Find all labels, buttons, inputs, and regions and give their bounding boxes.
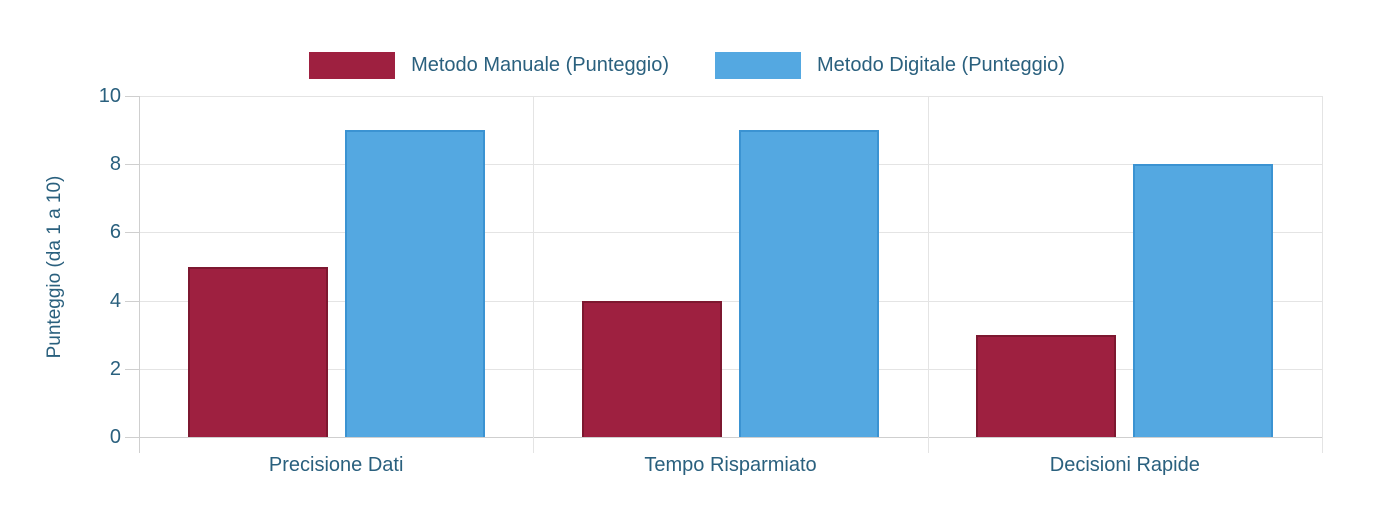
gridline-y-4 [139, 300, 1322, 302]
y-tick-mark-0 [125, 437, 139, 438]
legend-label-0: Metodo Manuale (Punteggio) [411, 54, 670, 76]
x-axis-label-2: Decisioni Rapide [1049, 454, 1200, 476]
legend-label-1: Metodo Digitale (Punteggio) [817, 54, 1065, 76]
bar-metodo-digitale-punteggio-2 [1133, 164, 1274, 437]
y-tick-label: 6 [109, 221, 121, 244]
bar-metodo-manuale-punteggio-0 [187, 266, 328, 437]
y-tick-label: 2 [109, 357, 121, 380]
gridline-y-6 [139, 232, 1322, 234]
y-tick-mark-6 [125, 232, 139, 234]
gridline-y-2 [139, 368, 1322, 370]
bar-metodo-manuale-punteggio-2 [976, 334, 1117, 437]
legend-item-1: Metodo Digitale (Punteggio) [715, 52, 1065, 79]
y-tick-mark-8 [125, 164, 139, 166]
legend-swatch-1 [715, 52, 802, 79]
y-axis-title: Punteggio (da 1 a 10) [44, 175, 65, 359]
bar-metodo-digitale-punteggio-1 [739, 130, 879, 437]
legend-item-0: Metodo Manuale (Punteggio) [309, 52, 669, 79]
bar-metodo-manuale-punteggio-1 [582, 300, 722, 437]
y-tick-mark-2 [125, 368, 139, 370]
y-tick-label: 10 [98, 85, 121, 107]
y-tick-label: 8 [109, 153, 121, 176]
gridline-y-10 [139, 96, 1322, 97]
y-tick-mark-4 [125, 300, 139, 302]
y-tick-label: 4 [109, 289, 121, 312]
legend-swatch-0 [309, 52, 396, 79]
x-axis-label-1: Tempo Risparmiato [644, 454, 817, 476]
plot-area: 0 2 4 6 8 10 [99, 85, 1323, 453]
category-boundary-line [1322, 96, 1323, 453]
x-axis-label-0: Precisione Dati [268, 454, 404, 476]
gridline-y-0 [139, 437, 1322, 438]
bar-metodo-digitale-punteggio-0 [344, 130, 485, 437]
category-boundary-line [139, 96, 140, 453]
category-boundary-line [533, 96, 535, 453]
y-tick-label: 0 [109, 426, 121, 448]
gridline-y-8 [139, 164, 1322, 166]
chart-legend: Metodo Manuale (Punteggio) Metodo Digital… [0, 52, 1374, 79]
category-boundary-line [927, 96, 929, 453]
y-tick-mark-10 [125, 96, 139, 97]
